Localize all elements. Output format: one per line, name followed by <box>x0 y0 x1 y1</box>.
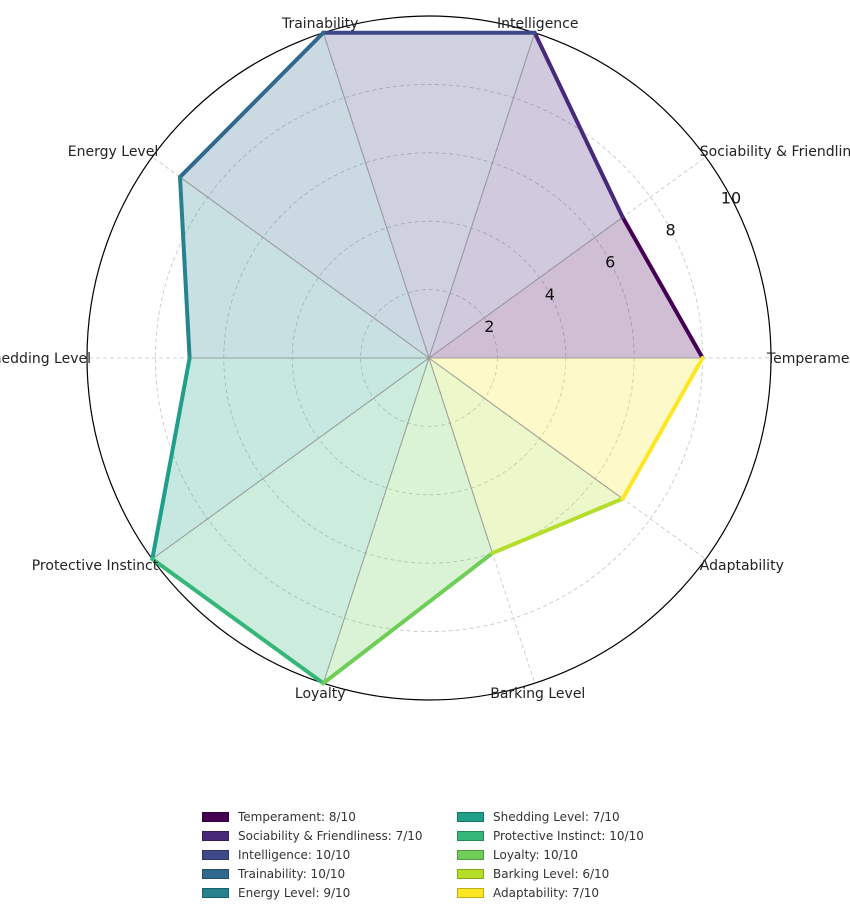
radar-chart: Temperament Sociability & Friendliness Int… <box>0 15 850 702</box>
legend-label: Barking Level: 6/10 <box>493 866 610 881</box>
legend-swatch <box>457 811 484 822</box>
legend-label: Adaptability: 7/10 <box>493 885 600 900</box>
legend-item: Energy Level: 9/10 <box>202 883 457 902</box>
series-line-adaptability <box>620 356 705 501</box>
chart-legend: Temperament: 8/10 Sociability & Friendlin… <box>202 807 662 902</box>
legend-item: Temperament: 8/10 <box>202 807 457 826</box>
series-line-barking-level <box>490 496 625 556</box>
radial-tick-label: 10 <box>721 188 741 207</box>
legend-item: Adaptability: 7/10 <box>457 883 662 902</box>
radial-tick-label: 6 <box>605 253 615 272</box>
legend-item: Shedding Level: 7/10 <box>457 807 662 826</box>
series-line-energy-level <box>177 175 192 360</box>
legend-label: Intelligence: 10/10 <box>238 847 351 862</box>
legend-label: Loyalty: 10/10 <box>493 847 578 862</box>
legend-swatch <box>202 887 229 898</box>
legend-label: Temperament: 8/10 <box>238 809 356 824</box>
legend-swatch <box>457 868 484 879</box>
axis-label: Shedding Level <box>0 351 91 367</box>
axis-labels: Temperament Sociability & Friendliness Int… <box>0 16 850 702</box>
axis-label: Adaptability <box>700 558 784 574</box>
radial-tick-label: 8 <box>665 221 675 240</box>
axis-label: Loyalty <box>295 686 346 702</box>
series-line-sociability-friendliness <box>532 30 625 220</box>
axis-label: Energy Level <box>68 144 158 160</box>
legend-item: Trainability: 10/10 <box>202 864 457 883</box>
legend-label: Shedding Level: 7/10 <box>493 809 620 824</box>
legend-item: Intelligence: 10/10 <box>202 845 457 864</box>
legend-swatch <box>457 887 484 898</box>
legend-swatch <box>457 849 484 860</box>
radial-tick-label: 4 <box>545 285 555 304</box>
radial-tick-label: 2 <box>484 317 494 336</box>
legend-swatch <box>202 811 229 822</box>
legend-swatch <box>202 849 229 860</box>
series-line-loyalty <box>321 551 495 686</box>
legend-label: Trainability: 10/10 <box>238 866 346 881</box>
legend-label: Energy Level: 9/10 <box>238 885 351 900</box>
outer-circle <box>86 15 772 701</box>
legend-item: Barking Level: 6/10 <box>457 864 662 883</box>
legend-item: Protective Instinct: 10/10 <box>457 826 662 845</box>
radial-tick-labels: 2 4 6 8 10 <box>484 188 741 335</box>
series-line-temperament <box>620 215 705 360</box>
axis-label: Barking Level <box>490 686 585 702</box>
legend-label: Sociability & Friendliness: 7/10 <box>238 828 423 843</box>
radar-wedges <box>150 30 705 686</box>
series-line-protective-instinct <box>150 557 326 686</box>
axis-label: Trainability <box>281 16 359 32</box>
series-line-trainability <box>177 30 326 180</box>
legend-item: Loyalty: 10/10 <box>457 845 662 864</box>
axis-label: Sociability & Friendliness <box>700 144 850 160</box>
legend-swatch <box>202 830 229 841</box>
legend-swatch <box>457 830 484 841</box>
axis-label: Protective Instinct <box>32 558 159 574</box>
legend-label: Protective Instinct: 10/10 <box>493 828 644 843</box>
axis-label: Intelligence <box>497 16 578 32</box>
legend-item: Sociability & Friendliness: 7/10 <box>202 826 457 845</box>
legend-swatch <box>202 868 229 879</box>
axis-label: Temperament <box>766 351 850 367</box>
series-line-shedding-level <box>150 356 192 562</box>
